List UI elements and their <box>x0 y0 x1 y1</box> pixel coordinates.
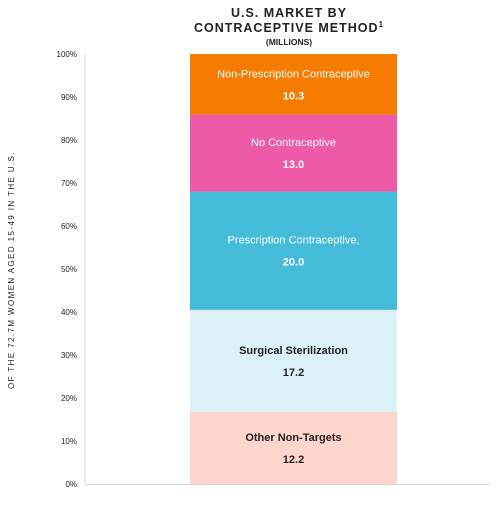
chart-subtitle: (MILLIONS) <box>266 37 312 47</box>
chart-title-superscript: 1 <box>379 20 384 29</box>
y-tick-label: 0% <box>65 480 77 489</box>
y-tick-label: 40% <box>61 308 77 317</box>
segment-label: Non-Prescription Contraceptive <box>217 68 370 80</box>
bar-segment <box>190 114 397 192</box>
segment-label: Surgical Sterilization <box>239 345 348 357</box>
bar-segment <box>190 54 397 115</box>
bar-segment <box>190 411 397 484</box>
y-tick-label: 60% <box>61 222 77 231</box>
bar-segment <box>190 191 397 310</box>
segment-value: 20.0 <box>283 257 304 269</box>
bar-segment <box>190 309 397 412</box>
y-tick-label: 90% <box>61 93 77 102</box>
segment-label: Other Non-Targets <box>245 432 341 444</box>
y-axis-ticks: 0% 10% 20% 30% 40% 50% 60% 70% 80% 90% 100% <box>57 50 77 489</box>
segment-label: Prescription Contraceptive, <box>227 235 359 247</box>
y-axis-label: OF THE 72.7M WOMEN AGED 15-49 IN THE U.S… <box>7 151 16 389</box>
y-tick-label: 100% <box>57 50 77 59</box>
y-tick-label: 80% <box>61 136 77 145</box>
segment-labels: Other Non-Targets 12.2 Surgical Sterilizat… <box>217 68 370 466</box>
y-tick-label: 70% <box>61 179 77 188</box>
y-tick-label: 20% <box>61 394 77 403</box>
chart-title-line1: U.S. MARKET BY <box>231 6 347 20</box>
segment-value: 13.0 <box>283 159 304 171</box>
segment-value: 10.3 <box>283 90 304 102</box>
chart-title-line2-group: CONTRACEPTIVE METHOD1 <box>194 20 384 35</box>
y-tick-label: 10% <box>61 437 77 446</box>
y-tick-label: 30% <box>61 351 77 360</box>
chart-title-line2: CONTRACEPTIVE METHOD <box>194 21 379 35</box>
segment-value: 12.2 <box>283 454 304 466</box>
segment-value: 17.2 <box>283 367 304 379</box>
segment-label: No Contraceptive <box>251 137 336 149</box>
y-tick-label: 50% <box>61 265 77 274</box>
bar-segments <box>190 54 397 484</box>
